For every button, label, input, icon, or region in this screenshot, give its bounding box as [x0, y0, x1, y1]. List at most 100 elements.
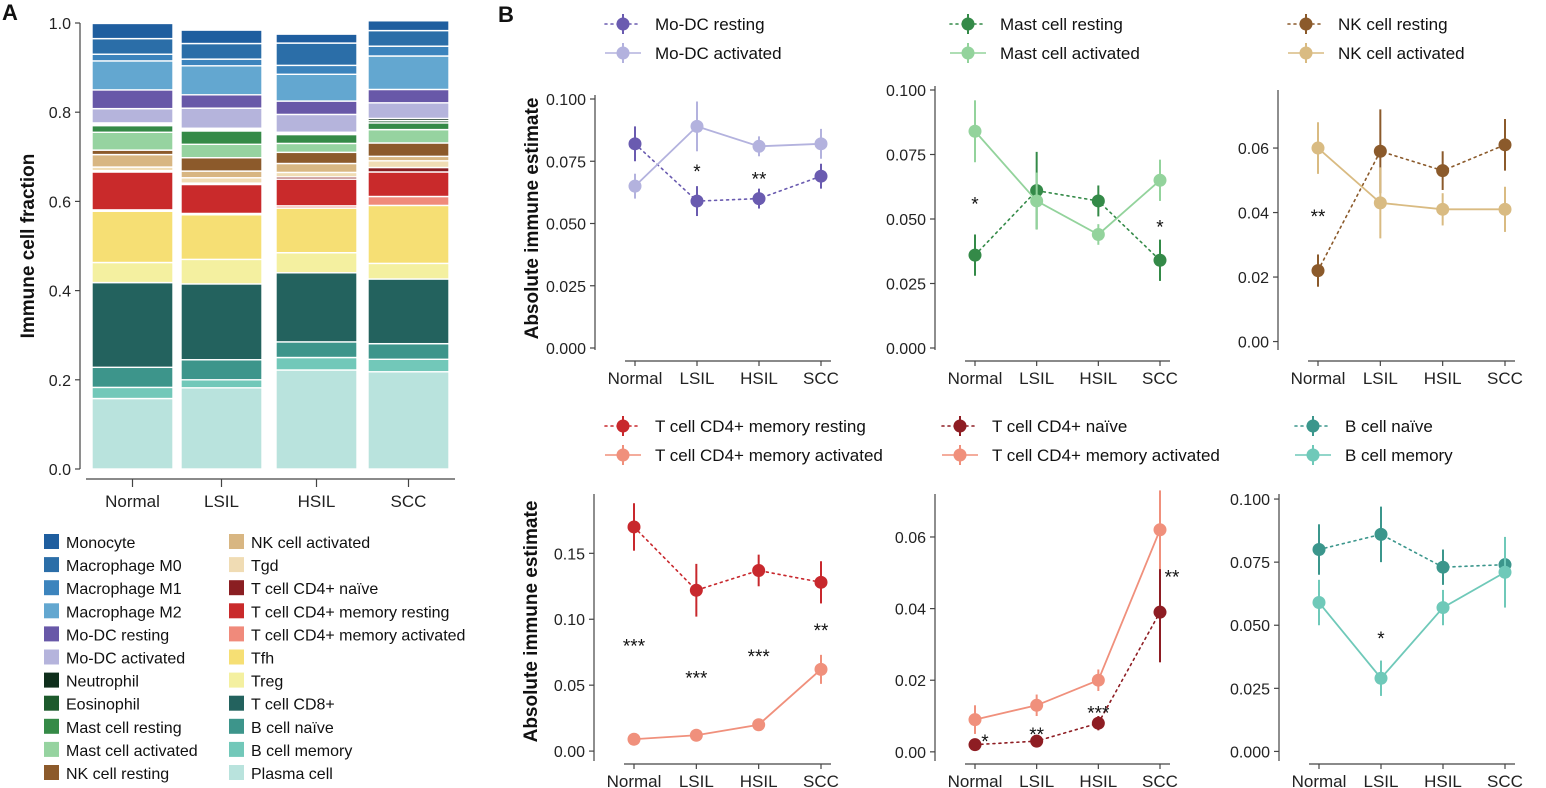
- legend-swatch: [229, 718, 244, 734]
- y-tick-label: 1.0: [49, 16, 71, 33]
- bar-segment: [180, 65, 263, 96]
- bar-segment: [275, 33, 358, 44]
- legend-swatch: [44, 695, 59, 711]
- data-point: [1436, 202, 1450, 216]
- y-tick-label: 0.00: [554, 744, 585, 761]
- legend-label: Eosinophil: [66, 697, 140, 714]
- bar-segment: [275, 113, 358, 133]
- legend-marker: [616, 46, 630, 60]
- legend-marker: [953, 448, 967, 462]
- series-line: [974, 130, 1161, 236]
- data-point: [752, 718, 766, 732]
- y-tick-label: 0.06: [1238, 141, 1269, 158]
- legend-label: Mast cell activated: [66, 743, 198, 760]
- data-point: [1374, 527, 1388, 541]
- y-tick-label: 0.025: [546, 279, 586, 296]
- data-point: [1030, 734, 1044, 748]
- bar-segment: [91, 386, 174, 400]
- legend-swatch: [229, 649, 244, 665]
- legend-label: Treg: [251, 674, 283, 691]
- bar-segment: [275, 133, 358, 145]
- y-tick-label: 0.025: [886, 277, 926, 294]
- x-tick-label: SCC: [803, 369, 839, 388]
- bar-segment: [367, 128, 450, 144]
- y-tick-label: 0.6: [49, 194, 71, 211]
- bar-segment: [275, 142, 358, 154]
- bar-segment: [367, 204, 450, 265]
- x-tick-label: Normal: [948, 772, 1003, 788]
- bar-segment: [367, 171, 450, 198]
- x-tick-label: HSIL: [298, 492, 336, 511]
- y-tick-label: 0.100: [1230, 492, 1270, 509]
- x-tick-label: LSIL: [1364, 772, 1399, 788]
- bar-segment: [275, 73, 358, 102]
- y-tick-label: 0.4: [49, 284, 71, 301]
- panel-b-label: B: [498, 2, 514, 27]
- bar-segment: [180, 94, 263, 109]
- legend-marker: [961, 17, 975, 31]
- bar-segment: [91, 261, 174, 284]
- x-tick-label: LSIL: [1019, 369, 1054, 388]
- data-point: [689, 728, 703, 742]
- line-legend: Mo-DC resting Mo-DC activated: [604, 14, 782, 63]
- legend-swatch: [44, 580, 59, 596]
- bar-segment: [91, 22, 174, 40]
- x-tick-label: HSIL: [1424, 369, 1462, 388]
- data-point: [628, 179, 642, 193]
- data-point: [1312, 543, 1326, 557]
- data-point: [1311, 264, 1325, 278]
- x-tick-label: Normal: [607, 772, 662, 788]
- data-point: [752, 192, 766, 206]
- bar-segment: [367, 20, 450, 32]
- data-point: [690, 119, 704, 133]
- bar-segment: [367, 29, 450, 47]
- bar-segment: [180, 58, 263, 67]
- legend-label: Monocyte: [66, 535, 135, 552]
- data-point: [1373, 144, 1387, 158]
- y-tick-label: 0.000: [886, 341, 926, 358]
- y-axis-title: Immune cell fraction: [18, 154, 39, 339]
- bar-segment: [180, 387, 263, 470]
- significance-label: **: [1165, 567, 1180, 588]
- bar-segment: [91, 210, 174, 264]
- data-point: [1436, 164, 1450, 178]
- data-point: [1153, 523, 1167, 537]
- y-tick-label: 0.10: [554, 612, 585, 629]
- data-point: [1436, 601, 1450, 615]
- legend-label: B cell memory: [251, 743, 352, 760]
- bar-segment: [367, 122, 450, 131]
- bar-segment: [367, 55, 450, 91]
- legend-label: Neutrophil: [66, 674, 139, 691]
- stacked-bar-chart: 0.0 0.2 0.4 0.6 0.8 1.0 Immune cell fraction No…: [18, 16, 465, 783]
- bar-segment: [91, 89, 174, 110]
- legend-swatch: [229, 580, 244, 596]
- bar-segment: [180, 156, 263, 172]
- legend-swatch: [229, 557, 244, 573]
- legend-label: Mast cell resting: [66, 720, 182, 737]
- significance-label: *: [981, 732, 989, 753]
- data-point: [968, 713, 982, 727]
- data-point: [1498, 565, 1512, 579]
- legend-label: T cell CD4+ naïve: [992, 417, 1127, 436]
- data-point: [752, 563, 766, 577]
- y-tick-label: 0.02: [1238, 270, 1269, 287]
- data-point: [1373, 196, 1387, 210]
- data-point: [814, 575, 828, 589]
- line-legend: NK cell resting NK cell activated: [1287, 14, 1465, 63]
- bar-segment: [91, 397, 174, 470]
- legend-swatch: [229, 695, 244, 711]
- bar-segment: [275, 151, 358, 165]
- line-legend: T cell CD4+ memory resting T cell CD4+ me…: [604, 416, 883, 465]
- series-line: [974, 529, 1161, 721]
- bar-segment: [180, 143, 263, 159]
- bar-segment: [275, 251, 358, 274]
- data-point: [1498, 202, 1512, 216]
- significance-label: *: [693, 162, 701, 183]
- bar-segment: [180, 183, 263, 215]
- bar-segment: [367, 278, 450, 345]
- legend-label: NK cell activated: [1338, 44, 1465, 63]
- bar-segment: [91, 107, 174, 124]
- legend-label: Mo-DC resting: [655, 15, 765, 34]
- legend-label: Tfh: [251, 651, 274, 668]
